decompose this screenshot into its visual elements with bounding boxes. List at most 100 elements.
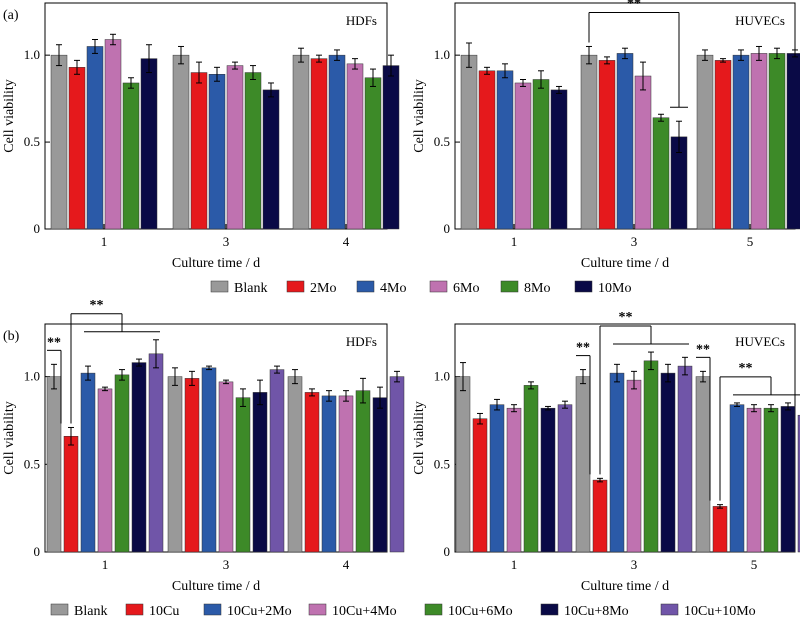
bar xyxy=(455,376,471,553)
bar xyxy=(218,381,234,553)
bar xyxy=(580,54,598,230)
y-tick-label: 1.0 xyxy=(434,369,450,384)
bar xyxy=(63,435,79,553)
bar xyxy=(292,54,310,230)
bar xyxy=(244,72,262,230)
x-axis-title: Culture time / d xyxy=(172,256,260,271)
x-tick-label: 5 xyxy=(747,234,754,249)
y-tick-label: 0.5 xyxy=(434,456,450,471)
legend-swatch xyxy=(356,280,375,293)
significance-label: ** xyxy=(90,298,104,313)
bar xyxy=(310,58,328,230)
x-axis-title: Culture time / d xyxy=(172,579,260,594)
bar xyxy=(643,360,659,553)
x-tick-label: 1 xyxy=(511,234,518,249)
significance-label: ** xyxy=(627,0,641,11)
bar xyxy=(540,407,556,553)
bar xyxy=(148,353,164,553)
bar xyxy=(122,82,140,230)
bar xyxy=(304,392,320,553)
x-tick-label: 3 xyxy=(223,234,230,249)
bar xyxy=(712,506,728,553)
cell-type-title: HUVECs xyxy=(735,334,785,349)
significance-label: ** xyxy=(739,361,753,376)
legend-label: Blank xyxy=(234,281,267,296)
y-tick-label: 0.5 xyxy=(24,134,40,149)
bar xyxy=(131,362,147,553)
bar xyxy=(750,53,768,230)
y-tick-label: 1.0 xyxy=(24,369,40,384)
y-tick-label: 0.5 xyxy=(24,456,40,471)
bar xyxy=(797,414,800,553)
bar xyxy=(262,89,280,230)
y-axis-title: Cell viability xyxy=(2,401,17,475)
legend-label: 10Cu xyxy=(149,604,179,619)
x-axis-title: Culture time / d xyxy=(581,256,669,271)
y-axis-title: Cell viability xyxy=(2,79,17,153)
x-tick-label: 3 xyxy=(631,557,638,572)
bar xyxy=(695,376,711,553)
cell-type-title: HDFs xyxy=(346,334,377,349)
bar xyxy=(172,54,190,230)
bar xyxy=(80,372,96,553)
bar xyxy=(714,60,732,230)
x-tick-label: 3 xyxy=(223,557,230,572)
bar xyxy=(364,77,382,230)
legend-label: 6Mo xyxy=(453,281,479,296)
bar xyxy=(677,365,693,553)
chart-panel-2: 0 0.5 1.0 1 3 4 ** ** HDFs Culture time / d Cell v… xyxy=(2,298,405,594)
bar xyxy=(382,65,400,230)
bar xyxy=(514,82,532,230)
legend-swatch xyxy=(286,280,305,293)
bar xyxy=(104,39,122,230)
bar xyxy=(114,374,130,553)
significance-label: ** xyxy=(619,310,633,325)
bar xyxy=(389,376,405,553)
bar xyxy=(616,53,634,230)
legend-label: 10Mo xyxy=(598,281,631,296)
y-tick-label: 0 xyxy=(444,544,451,559)
bar xyxy=(460,54,478,230)
bar xyxy=(652,117,670,230)
bar xyxy=(140,58,158,230)
bar xyxy=(97,388,113,553)
bar xyxy=(68,67,86,230)
bar xyxy=(489,404,505,553)
bar xyxy=(609,372,625,553)
bar xyxy=(328,54,346,230)
legend-label: 10Cu+8Mo xyxy=(564,604,629,619)
bar xyxy=(190,72,208,230)
bar xyxy=(732,54,750,230)
bar xyxy=(696,54,714,230)
cell-type-title: HUVECs xyxy=(735,13,785,28)
bar xyxy=(201,367,217,553)
bar xyxy=(626,379,642,553)
legend-swatch xyxy=(540,603,559,616)
y-axis-title: Cell viability xyxy=(412,79,427,153)
y-tick-label: 0 xyxy=(444,221,451,236)
y-axis-title: Cell viability xyxy=(412,401,427,475)
bar xyxy=(746,407,762,553)
legend-label: 10Cu+6Mo xyxy=(448,604,513,619)
chart-panel-3: 0 0.5 1.0 1 3 5 ** ** ** ** HUVECs Culture time / d… xyxy=(412,310,800,594)
bar xyxy=(252,392,268,553)
y-tick-label: 0.5 xyxy=(434,134,450,149)
y-tick-label: 0 xyxy=(34,221,41,236)
panel-label: (b) xyxy=(3,329,20,344)
x-tick-label: 1 xyxy=(102,557,109,572)
bar xyxy=(532,79,550,230)
legend-swatch xyxy=(424,603,443,616)
cell-type-title: HDFs xyxy=(346,13,377,28)
bar xyxy=(575,376,591,553)
bar xyxy=(226,65,244,230)
x-tick-label: 1 xyxy=(101,234,108,249)
bar xyxy=(729,404,745,553)
significance-label: ** xyxy=(576,341,590,356)
bar xyxy=(167,376,183,553)
bar xyxy=(550,89,568,230)
bar xyxy=(46,376,62,553)
legend-label: 4Mo xyxy=(380,281,406,296)
bar xyxy=(763,407,779,553)
